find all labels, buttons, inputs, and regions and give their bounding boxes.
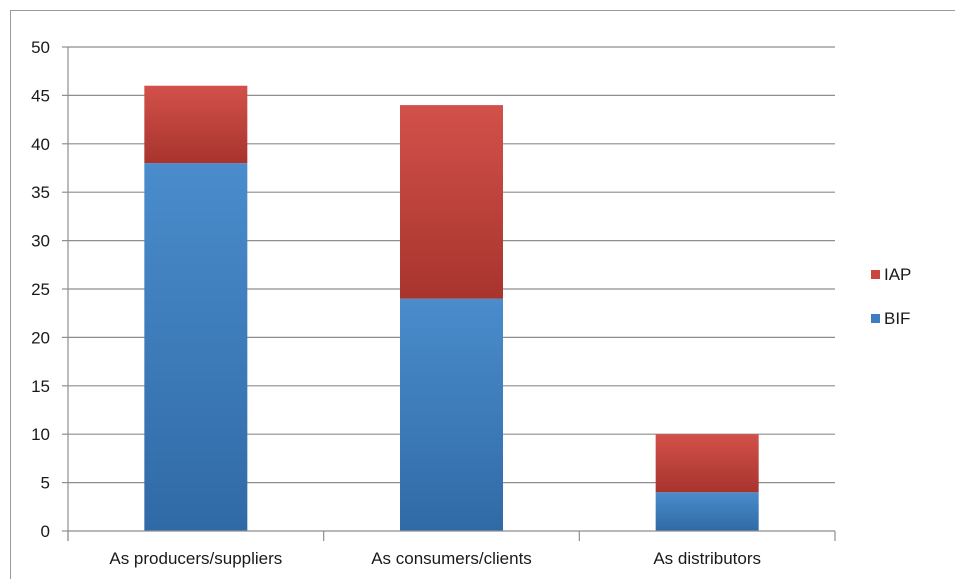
bar-iap <box>400 105 503 299</box>
y-tick-label: 30 <box>31 232 50 251</box>
y-tick-label: 35 <box>31 183 50 202</box>
legend-swatch-bif <box>871 314 880 323</box>
x-category-label: As consumers/clients <box>371 549 532 568</box>
bar-iap <box>655 434 759 493</box>
y-tick-label: 40 <box>31 135 50 154</box>
y-tick-label: 15 <box>31 377 50 396</box>
axes <box>62 46 836 541</box>
legend-label-iap: IAP <box>884 265 911 284</box>
x-axis-category-labels: As producers/suppliers As consumers/clien… <box>109 549 761 568</box>
x-category-label: As producers/suppliers <box>109 549 282 568</box>
y-tick-label: 20 <box>31 328 50 347</box>
y-axis-tick-labels: 0 5 10 15 20 25 30 35 40 45 50 <box>31 38 50 541</box>
bar-bif <box>144 163 248 531</box>
legend: IAP BIF <box>871 265 911 328</box>
y-tick-label: 5 <box>41 474 50 493</box>
legend-label-bif: BIF <box>884 309 910 328</box>
legend-swatch-iap <box>871 270 880 279</box>
chart-frame <box>10 10 955 579</box>
bar-bif <box>655 492 759 531</box>
x-category-label: As distributors <box>653 549 761 568</box>
y-tick-label: 0 <box>41 522 50 541</box>
y-tick-label: 10 <box>31 425 50 444</box>
bars <box>144 85 759 531</box>
y-tick-label: 25 <box>31 280 50 299</box>
y-tick-label: 50 <box>31 38 50 57</box>
y-tick-label: 45 <box>31 86 50 105</box>
bar-bif <box>400 298 503 531</box>
bar-iap <box>144 85 248 164</box>
